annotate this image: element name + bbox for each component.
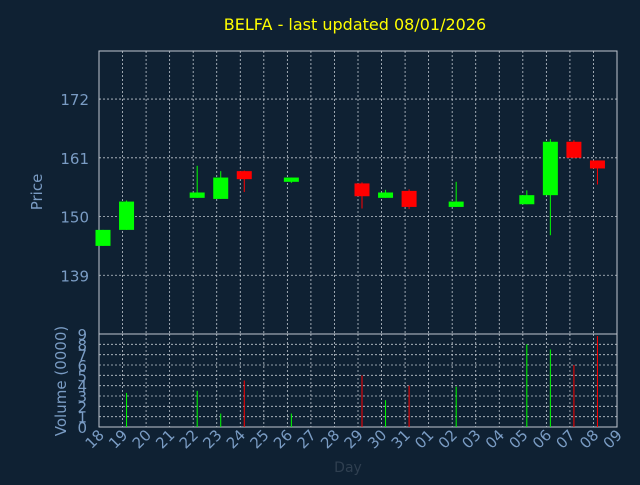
- x-tick-label: 28: [317, 426, 343, 452]
- candle-body: [283, 177, 299, 182]
- candle-body: [542, 141, 558, 196]
- volume-tick-label: 9: [77, 326, 87, 344]
- price-tick-label: 139: [60, 267, 89, 285]
- candle-body: [448, 201, 464, 207]
- candle-body: [213, 177, 229, 199]
- x-tick-label: 02: [435, 426, 461, 452]
- price-panel: 139 150 161 172: [60, 50, 618, 335]
- price-axis-label: Price: [28, 174, 46, 211]
- x-tick-label: 26: [270, 426, 296, 452]
- volume-tick-label: 8: [77, 336, 87, 354]
- price-tick-label: 172: [60, 91, 89, 109]
- volume-tick-label: 2: [77, 398, 87, 416]
- x-tick-label: 27: [294, 426, 320, 452]
- x-tick-label: 01: [411, 426, 437, 452]
- x-tick-label: 21: [152, 426, 178, 452]
- x-tick-label: 31: [388, 426, 414, 452]
- candle-body: [236, 171, 252, 180]
- x-tick-label: 09: [600, 426, 626, 452]
- volume-tick-label: 0: [77, 419, 87, 437]
- x-tick-label: 30: [364, 426, 390, 452]
- candle-body: [354, 183, 370, 197]
- x-axis: 1819202122232425262728293031010203040506…: [82, 426, 626, 452]
- candle-body: [119, 201, 135, 230]
- volume-tick-label: 6: [77, 357, 87, 375]
- chart-title: BELFA - last updated 08/01/2026: [224, 15, 486, 34]
- x-tick-label: 24: [223, 426, 249, 452]
- candle-body: [519, 195, 535, 205]
- volume-plot-frame: [98, 333, 618, 428]
- volume-tick-label: 7: [77, 347, 87, 365]
- x-tick-label: 22: [176, 426, 202, 452]
- candle-body: [378, 192, 394, 198]
- x-tick-label: 25: [246, 426, 272, 452]
- x-tick-label: 20: [129, 426, 155, 452]
- candle-body: [401, 190, 417, 207]
- x-tick-label: 23: [199, 426, 225, 452]
- x-tick-label: 29: [341, 426, 367, 452]
- x-tick-label: 06: [529, 426, 555, 452]
- price-tick-label: 150: [60, 209, 89, 227]
- volume-tick-label: 4: [77, 378, 87, 396]
- candle-body: [566, 141, 582, 158]
- x-tick-label: 04: [482, 426, 508, 452]
- volume-tick-label: 5: [77, 367, 87, 385]
- x-tick-label: 19: [105, 426, 131, 452]
- x-axis-label: Day: [334, 460, 362, 476]
- candle-body: [589, 160, 605, 169]
- x-tick-label: 08: [576, 426, 602, 452]
- x-tick-label: 05: [505, 426, 531, 452]
- volume-tick-label: 3: [77, 388, 87, 406]
- volume-tick-label: 1: [77, 409, 87, 427]
- x-tick-label: 03: [458, 426, 484, 452]
- candle-body: [189, 192, 205, 198]
- candle-body: [95, 229, 111, 246]
- x-tick-label: 07: [553, 426, 579, 452]
- price-tick-label: 161: [60, 150, 89, 168]
- volume-axis-label: Volume (0000): [52, 326, 70, 436]
